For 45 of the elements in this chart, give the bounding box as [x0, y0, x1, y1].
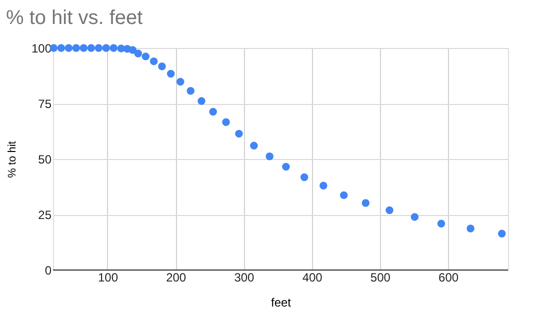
- point: [72, 44, 80, 52]
- point: [222, 118, 230, 126]
- x-tick-label: 400: [302, 270, 323, 284]
- point: [57, 44, 66, 52]
- point: [142, 52, 150, 60]
- y-tick-label: 0: [44, 264, 52, 278]
- y-tick-label: 75: [38, 97, 52, 111]
- point: [198, 97, 206, 105]
- y-axis-title: % to hit: [6, 141, 18, 178]
- x-axis-title: feet: [270, 296, 292, 310]
- point: [266, 152, 274, 160]
- point: [282, 162, 290, 171]
- point: [158, 62, 166, 70]
- x-tick-label: 500: [370, 270, 391, 284]
- point: [110, 44, 118, 52]
- point: [466, 224, 474, 232]
- point: [176, 78, 184, 86]
- point: [87, 44, 96, 52]
- y-tick-label: 50: [38, 152, 52, 166]
- point: [386, 206, 394, 214]
- point: [410, 213, 419, 221]
- point: [150, 57, 158, 66]
- point: [134, 50, 142, 58]
- x-tick-label: 300: [234, 270, 255, 284]
- point: [94, 44, 103, 52]
- point: [209, 108, 217, 116]
- point: [300, 173, 308, 182]
- point: [64, 44, 73, 52]
- point: [102, 44, 110, 52]
- x-tick-label: 100: [98, 270, 118, 284]
- point: [320, 182, 328, 190]
- point: [235, 130, 243, 138]
- point: [437, 220, 446, 228]
- x-tick-label: 600: [438, 270, 459, 284]
- point: [340, 191, 348, 200]
- chart-title: % to hit vs. feet: [6, 7, 144, 29]
- point: [80, 44, 88, 52]
- point: [128, 46, 137, 54]
- point: [250, 142, 258, 150]
- point: [166, 70, 175, 78]
- y-tick-label: 25: [38, 208, 52, 222]
- point: [362, 199, 370, 207]
- x-tick-label: 200: [166, 270, 186, 284]
- point: [186, 86, 194, 95]
- point: [498, 230, 506, 238]
